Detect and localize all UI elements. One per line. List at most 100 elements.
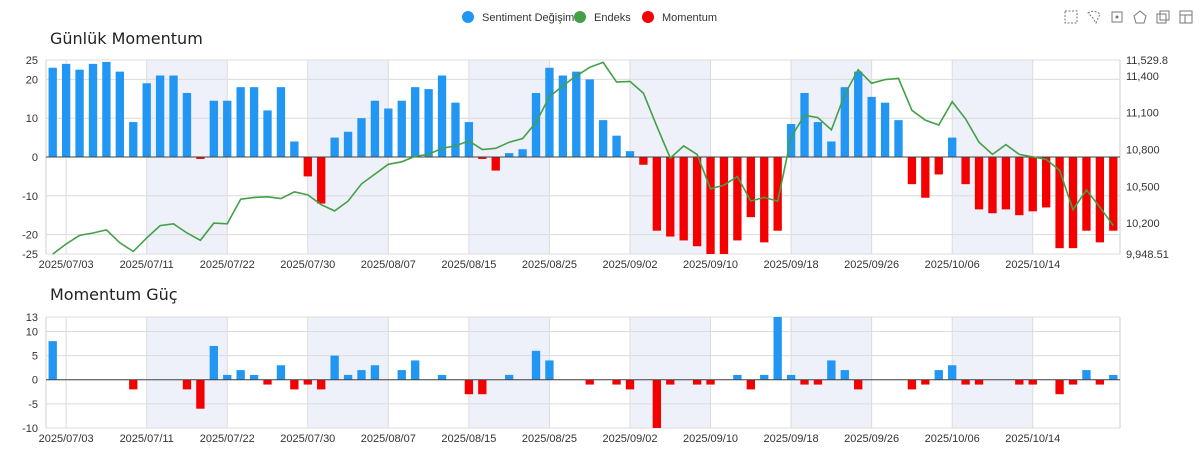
bar[interactable]	[921, 379, 930, 385]
data-view-icon[interactable]	[1179, 10, 1193, 24]
bar[interactable]	[303, 379, 312, 385]
legend-item[interactable]: Endeks	[574, 11, 631, 24]
bar[interactable]	[317, 157, 326, 204]
bar[interactable]	[411, 360, 420, 380]
bar[interactable]	[1095, 379, 1105, 385]
bar[interactable]	[384, 108, 393, 158]
bar[interactable]	[1109, 374, 1118, 380]
bar[interactable]	[558, 75, 568, 157]
bar[interactable]	[746, 157, 755, 218]
bar[interactable]	[1015, 157, 1024, 216]
bar[interactable]	[572, 71, 581, 157]
bar[interactable]	[505, 153, 514, 157]
bar[interactable]	[827, 141, 836, 157]
bar[interactable]	[934, 370, 943, 380]
bar[interactable]	[518, 149, 527, 157]
bar[interactable]	[451, 102, 460, 157]
bar[interactable]	[585, 379, 594, 385]
bar[interactable]	[545, 360, 554, 380]
bar[interactable]	[598, 120, 608, 157]
bar[interactable]	[169, 75, 178, 157]
bar[interactable]	[357, 118, 366, 157]
bar[interactable]	[907, 379, 917, 390]
bar[interactable]	[464, 379, 474, 395]
bar[interactable]	[343, 374, 353, 380]
bar[interactable]	[531, 92, 541, 157]
bar[interactable]	[880, 102, 890, 157]
bar[interactable]	[196, 379, 205, 409]
bar[interactable]	[182, 92, 192, 157]
bar[interactable]	[773, 317, 782, 380]
bar[interactable]	[88, 63, 98, 157]
bar[interactable]	[733, 374, 742, 380]
bar[interactable]	[625, 379, 635, 390]
bar[interactable]	[1055, 157, 1064, 249]
bar[interactable]	[961, 379, 970, 385]
bar[interactable]	[263, 110, 272, 157]
bar[interactable]	[706, 379, 715, 385]
endeks-line[interactable]	[52, 61, 1114, 255]
bar[interactable]	[773, 157, 782, 231]
bar[interactable]	[800, 92, 809, 157]
bar[interactable]	[666, 379, 675, 385]
bar[interactable]	[1028, 157, 1037, 212]
bar[interactable]	[585, 79, 594, 157]
bar[interactable]	[934, 157, 943, 175]
bar[interactable]	[1068, 379, 1078, 385]
zoom-select-icon[interactable]	[1064, 10, 1078, 24]
bar[interactable]	[800, 379, 809, 385]
bar[interactable]	[746, 379, 755, 390]
fullscreen-icon[interactable]	[1156, 10, 1170, 24]
bar[interactable]	[988, 157, 997, 214]
bar[interactable]	[974, 157, 984, 210]
bar[interactable]	[1082, 157, 1091, 231]
bar[interactable]	[921, 157, 930, 198]
bar[interactable]	[505, 374, 514, 380]
bar[interactable]	[223, 100, 232, 157]
bar[interactable]	[397, 100, 406, 157]
lasso-select-icon[interactable]	[1087, 10, 1101, 25]
bar[interactable]	[612, 379, 621, 385]
bar[interactable]	[303, 157, 312, 177]
bar[interactable]	[961, 157, 970, 185]
bar[interactable]	[182, 379, 192, 390]
bar[interactable]	[813, 122, 823, 157]
bar[interactable]	[706, 157, 715, 254]
bar[interactable]	[129, 379, 138, 390]
bar[interactable]	[1055, 379, 1064, 395]
bar[interactable]	[894, 120, 903, 157]
bar[interactable]	[236, 370, 245, 380]
bar[interactable]	[249, 374, 259, 380]
bar[interactable]	[196, 157, 205, 159]
bar[interactable]	[907, 157, 917, 185]
bar[interactable]	[357, 370, 366, 380]
legend-item[interactable]: Momentum	[642, 11, 717, 24]
bar[interactable]	[75, 69, 84, 157]
bar[interactable]	[478, 379, 487, 395]
bar[interactable]	[612, 135, 621, 157]
bar[interactable]	[827, 360, 836, 380]
bar[interactable]	[813, 379, 823, 385]
bar[interactable]	[692, 157, 702, 247]
bar[interactable]	[397, 370, 406, 380]
bar[interactable]	[478, 157, 487, 159]
bar[interactable]	[1015, 379, 1024, 385]
bar[interactable]	[719, 157, 729, 254]
bar[interactable]	[209, 345, 218, 380]
bar[interactable]	[1028, 379, 1037, 385]
bar[interactable]	[249, 87, 259, 157]
bar[interactable]	[464, 122, 474, 157]
chart-toolbox[interactable]	[1064, 10, 1193, 25]
bar[interactable]	[854, 379, 863, 390]
bar[interactable]	[155, 75, 165, 157]
chart-legend[interactable]: Sentiment Değişimi Endeks Momentum	[462, 11, 717, 24]
bar[interactable]	[652, 157, 661, 231]
bar[interactable]	[263, 379, 272, 385]
bar[interactable]	[491, 157, 500, 171]
bar[interactable]	[129, 122, 138, 157]
bar[interactable]	[948, 137, 957, 157]
bar[interactable]	[424, 89, 433, 157]
bar[interactable]	[209, 100, 218, 157]
bar[interactable]	[625, 151, 635, 157]
bar[interactable]	[48, 67, 57, 157]
